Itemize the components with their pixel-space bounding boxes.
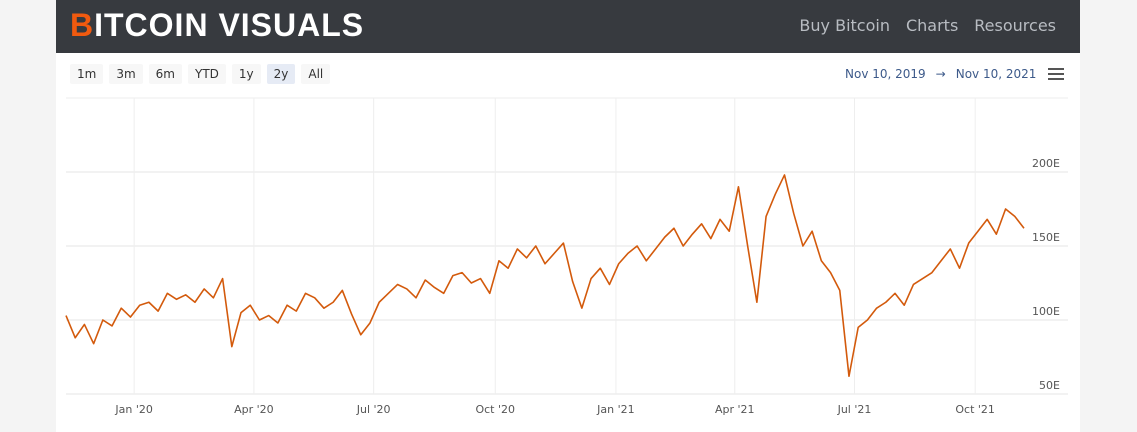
x-tick-label: Jul '21 [837,403,872,416]
price-line [65,174,1025,378]
x-tick-label: Apr '20 [234,403,274,416]
range-button[interactable]: 3m [109,64,143,84]
range-button[interactable]: 1m [70,64,104,84]
x-tick-label: Apr '21 [715,403,755,416]
logo[interactable]: BITCOIN VISUALS [70,7,365,43]
header: BITCOIN VISUALS Buy Bitcoin Charts Resou… [56,0,1080,53]
date-range: Nov 10, 2019 → Nov 10, 2021 [845,67,1036,81]
y-tick-label: 100E [1032,305,1060,318]
nav-link[interactable]: Resources [974,16,1056,35]
x-tick-label: Jan '21 [596,403,634,416]
range-button[interactable]: YTD [187,64,226,84]
panel [56,0,1080,432]
nav-link[interactable]: Charts [905,16,959,35]
y-tick-label: 50E [1039,379,1060,392]
arrow: → [935,67,946,81]
date-from[interactable]: Nov 10, 2019 [845,67,926,81]
y-tick-label: 150E [1032,231,1060,244]
date-to[interactable]: Nov 10, 2021 [955,67,1037,81]
x-tick-label: Jul '20 [356,403,391,416]
range-button[interactable]: 2y [266,64,296,84]
y-tick-label: 200E [1032,157,1060,170]
menu-button[interactable] [1048,68,1064,83]
range-button[interactable]: 6m [148,64,182,84]
x-tick-label: Jan '20 [114,403,152,416]
range-button[interactable]: 1y [231,64,261,84]
x-tick-label: Oct '20 [475,403,515,416]
range-button[interactable]: All [301,64,331,84]
x-tick-label: Oct '21 [955,403,995,416]
nav: Buy Bitcoin Charts Resources [799,16,1056,35]
range-buttons: 1m 3m 6m YTD 1y 2y All [70,64,331,84]
nav-link[interactable]: Buy Bitcoin [799,16,890,35]
